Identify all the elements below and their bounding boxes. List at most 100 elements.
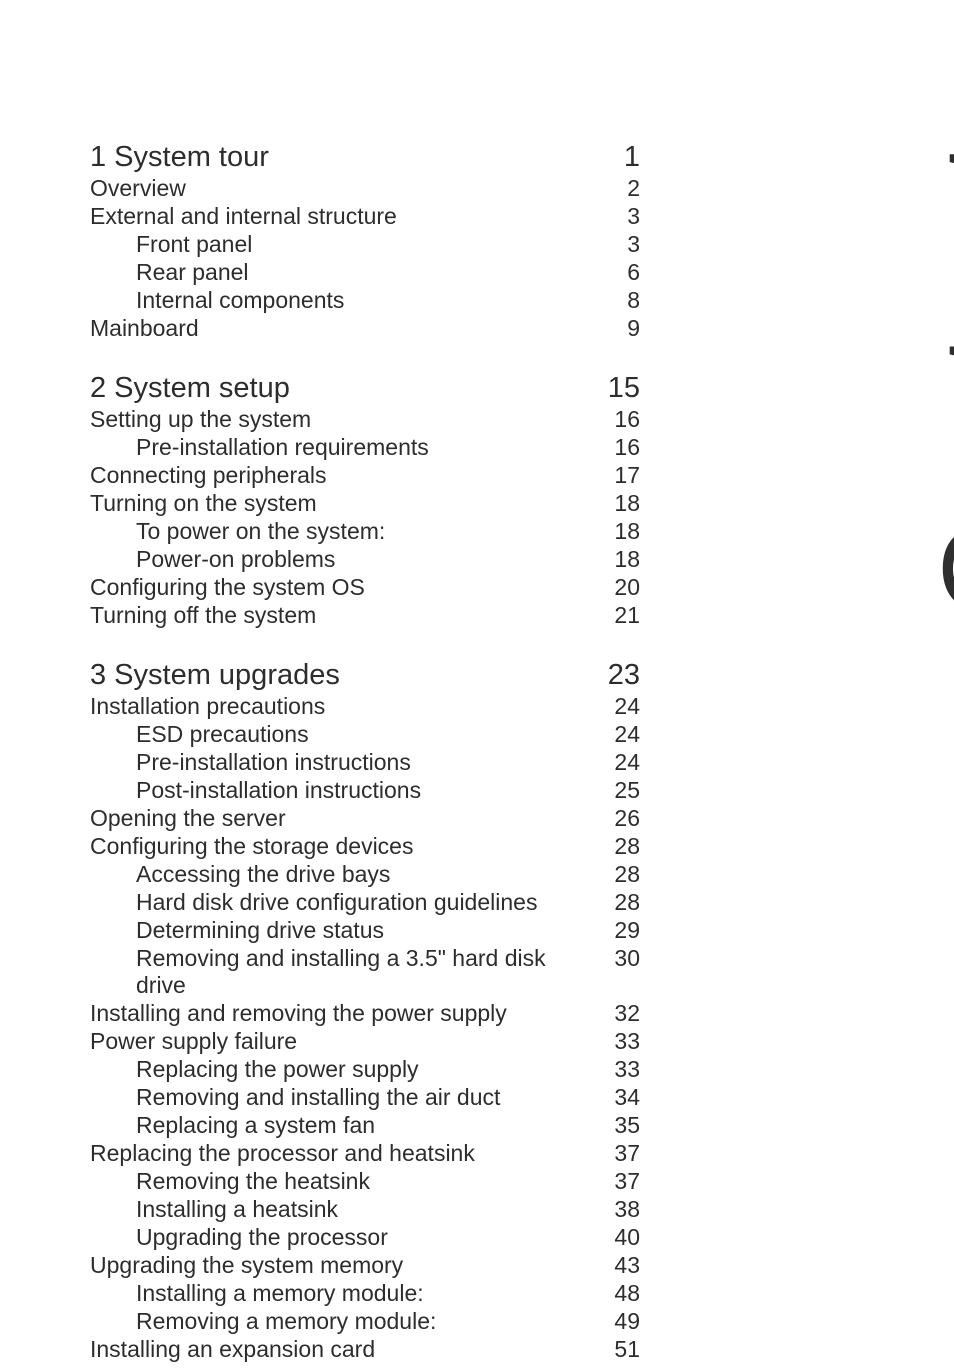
toc-title: Installation precautions — [90, 693, 582, 720]
toc-title: Replacing the power supply — [136, 1056, 582, 1083]
toc-row: 2 System setup15 — [90, 372, 640, 405]
toc-page-number: 30 — [582, 945, 640, 972]
toc-row: Turning on the system18 — [90, 490, 640, 517]
toc-title: Installing an expansion card — [90, 1336, 582, 1363]
toc-row: Power-on problems18 — [90, 546, 640, 573]
toc-page-number: 18 — [582, 546, 640, 573]
toc-page-number: 8 — [582, 287, 640, 314]
toc-page-number: 43 — [582, 1252, 640, 1279]
toc-title: Removing a memory module: — [136, 1308, 582, 1335]
toc-page-number: 3 — [582, 203, 640, 230]
toc-row: Installing an expansion card51 — [90, 1336, 640, 1363]
toc-row: Removing a memory module:49 — [90, 1308, 640, 1335]
toc-page-number: 16 — [582, 434, 640, 461]
toc-page: Contents 1 System tour1Overview2External… — [0, 0, 954, 1369]
toc-row: ESD precautions24 — [90, 721, 640, 748]
toc-page-number: 3 — [582, 231, 640, 258]
toc-row: Determining drive status29 — [90, 917, 640, 944]
toc-row: Setting up the system16 — [90, 406, 640, 433]
toc-section: 2 System setup15Setting up the system16P… — [90, 372, 640, 629]
toc-row: Installing a heatsink38 — [90, 1196, 640, 1223]
toc-row: Pre-installation requirements16 — [90, 434, 640, 461]
toc-page-number: 38 — [582, 1196, 640, 1223]
toc-title: Determining drive status — [136, 917, 582, 944]
toc-title: Pre-installation requirements — [136, 434, 582, 461]
toc-page-number: 24 — [582, 721, 640, 748]
toc-page-number: 15 — [582, 372, 640, 405]
toc-title: Turning on the system — [90, 490, 582, 517]
toc-title: Post-installation instructions — [136, 777, 582, 804]
toc-page-number: 29 — [582, 917, 640, 944]
toc-row: Connecting peripherals17 — [90, 462, 640, 489]
toc-page-number: 32 — [582, 1000, 640, 1027]
toc-title: Overview — [90, 175, 582, 202]
toc-row: Power supply failure33 — [90, 1028, 640, 1055]
toc-title: Setting up the system — [90, 406, 582, 433]
toc-title: Rear panel — [136, 259, 582, 286]
toc-page-number: 28 — [582, 861, 640, 888]
toc-row: Overview2 — [90, 175, 640, 202]
toc-title: Opening the server — [90, 805, 582, 832]
toc-page-number: 28 — [582, 833, 640, 860]
toc-row: Configuring the system OS20 — [90, 574, 640, 601]
toc-title: Hard disk drive configuration guidelines — [136, 889, 582, 916]
toc-page-number: 2 — [582, 175, 640, 202]
toc-title: Replacing the processor and heatsink — [90, 1140, 582, 1167]
toc-page-number: 40 — [582, 1224, 640, 1251]
toc-title: Configuring the storage devices — [90, 833, 582, 860]
toc-title: Installing and removing the power supply — [90, 1000, 582, 1027]
toc-section: 1 System tour1Overview2External and inte… — [90, 141, 640, 342]
toc-row: Turning off the system21 — [90, 602, 640, 629]
toc-page-number: 28 — [582, 889, 640, 916]
toc-title: Removing and installing a 3.5" hard disk… — [136, 945, 582, 999]
toc-title: Removing and installing the air duct — [136, 1084, 582, 1111]
toc-row: 3 System upgrades23 — [90, 659, 640, 692]
toc-title: Power supply failure — [90, 1028, 582, 1055]
toc-page-number: 48 — [582, 1280, 640, 1307]
toc-row: Installation precautions24 — [90, 693, 640, 720]
toc-page-number: 24 — [582, 693, 640, 720]
toc-title: 1 System tour — [90, 141, 582, 174]
toc-page-number: 6 — [582, 259, 640, 286]
toc-row: Opening the server26 — [90, 805, 640, 832]
toc-row: Removing the heatsink37 — [90, 1168, 640, 1195]
toc-row: Post-installation instructions25 — [90, 777, 640, 804]
toc-row: Replacing the power supply33 — [90, 1056, 640, 1083]
toc-row: Installing a memory module:48 — [90, 1280, 640, 1307]
toc-title: 3 System upgrades — [90, 659, 582, 692]
toc-title: Connecting peripherals — [90, 462, 582, 489]
toc-page-number: 17 — [582, 462, 640, 489]
toc-row: Front panel3 — [90, 231, 640, 258]
toc-page-number: 26 — [582, 805, 640, 832]
toc-title: Front panel — [136, 231, 582, 258]
toc-page-number: 25 — [582, 777, 640, 804]
toc-page-number: 1 — [582, 141, 640, 174]
toc-row: Hard disk drive configuration guidelines… — [90, 889, 640, 916]
toc-title: Power-on problems — [136, 546, 582, 573]
toc-page-number: 37 — [582, 1168, 640, 1195]
toc-page-number: 49 — [582, 1308, 640, 1335]
toc-page-number: 18 — [582, 490, 640, 517]
toc-row: Installing and removing the power supply… — [90, 1000, 640, 1027]
toc-row: Removing and installing a 3.5" hard disk… — [90, 945, 640, 999]
toc-page-number: 9 — [582, 315, 640, 342]
toc-title: Accessing the drive bays — [136, 861, 582, 888]
toc-row: Internal components8 — [90, 287, 640, 314]
toc-title: Configuring the system OS — [90, 574, 582, 601]
toc-row: Mainboard9 — [90, 315, 640, 342]
toc-page-number: 35 — [582, 1112, 640, 1139]
toc-title: Installing a memory module: — [136, 1280, 582, 1307]
toc-page-number: 16 — [582, 406, 640, 433]
toc-title: 2 System setup — [90, 372, 582, 405]
toc-row: Configuring the storage devices28 — [90, 833, 640, 860]
toc-page-number: 51 — [582, 1336, 640, 1363]
toc-row: Rear panel6 — [90, 259, 640, 286]
toc-row: To power on the system:18 — [90, 518, 640, 545]
toc-title: Replacing a system fan — [136, 1112, 582, 1139]
toc-row: Replacing a system fan35 — [90, 1112, 640, 1139]
toc-row: Upgrading the processor40 — [90, 1224, 640, 1251]
toc-page-number: 34 — [582, 1084, 640, 1111]
toc-title: Installing a heatsink — [136, 1196, 582, 1223]
toc-page-number: 18 — [582, 518, 640, 545]
toc-page-number: 33 — [582, 1056, 640, 1083]
